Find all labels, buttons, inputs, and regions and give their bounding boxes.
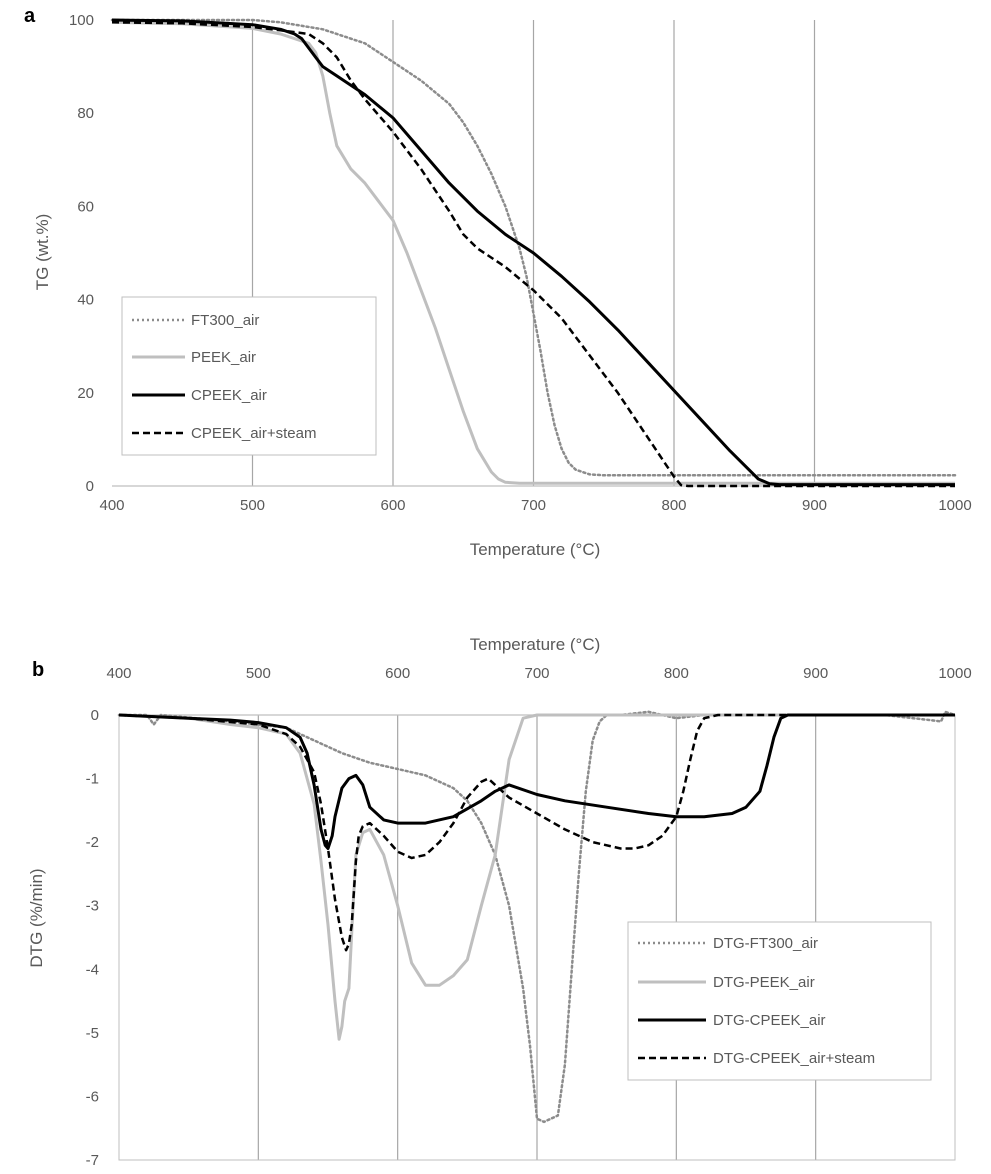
dtg-y-tick-label: -1 bbox=[86, 771, 99, 788]
tg-legend-label-cpeek: CPEEK_air bbox=[191, 387, 267, 404]
dtg-legend: DTG-FT300_air DTG-PEEK_air DTG-CPEEK_air… bbox=[627, 921, 932, 1081]
dtg-y-tick-labels: 0 -1 -2 -3 -4 -5 -6 -7 bbox=[86, 707, 99, 1169]
dtg-x-tick-labels: 400 500 600 700 800 900 1000 bbox=[106, 665, 971, 682]
tg-legend-box bbox=[121, 296, 377, 456]
dtg-x-axis-title: Temperature (°C) bbox=[470, 635, 601, 654]
tg-legend: FT300_air PEEK_air CPEEK_air CPEEK_air+s… bbox=[121, 296, 377, 456]
tg-legend-label-ft300: FT300_air bbox=[191, 312, 259, 329]
dtg-x-tick-label: 800 bbox=[664, 665, 689, 682]
dtg-y-tick-label: -2 bbox=[86, 834, 99, 851]
dtg-legend-label-peek: DTG-PEEK_air bbox=[713, 974, 815, 991]
dtg-legend-label-ft300: DTG-FT300_air bbox=[713, 935, 818, 952]
dtg-panel: b 0 -1 -2 -3 -4 -5 -6 -7 400 500 600 700 800 900 1000… bbox=[27, 635, 972, 1169]
tg-legend-label-peek: PEEK_air bbox=[191, 349, 256, 366]
tg-x-tick-label: 600 bbox=[380, 497, 405, 514]
tg-y-tick-label: 20 bbox=[77, 385, 94, 402]
dtg-series-line-dtg-cpeek-air bbox=[118, 713, 955, 850]
dtg-x-tick-label: 400 bbox=[106, 665, 131, 682]
tg-x-tick-label: 400 bbox=[99, 497, 124, 514]
tg-series-line-ft300-air bbox=[110, 18, 957, 477]
dtg-y-tick-label: 0 bbox=[91, 707, 99, 724]
tg-legend-label-cpeek-steam: CPEEK_air+steam bbox=[191, 425, 316, 442]
panel-label-b: b bbox=[32, 659, 44, 681]
panel-label-a: a bbox=[24, 5, 36, 27]
dtg-y-tick-label: -6 bbox=[86, 1088, 99, 1105]
tg-y-axis-title: TG (wt.%) bbox=[33, 214, 52, 291]
dtg-x-tick-label: 1000 bbox=[938, 665, 971, 682]
dtg-x-tick-label: 600 bbox=[385, 665, 410, 682]
dtg-x-tick-label: 500 bbox=[246, 665, 271, 682]
tg-y-tick-label: 0 bbox=[86, 478, 94, 495]
tg-series-line-cpeek-air-steam bbox=[111, 21, 955, 488]
dtg-legend-box bbox=[627, 921, 932, 1081]
dtg-series-line-dtg-peek-air bbox=[118, 713, 955, 1041]
tg-panel: a 0 20 40 60 80 100 400 500 600 700 800 900 1000 Te… bbox=[24, 5, 972, 559]
dtg-x-tick-label: 700 bbox=[524, 665, 549, 682]
tg-series-line-cpeek-air bbox=[111, 18, 955, 487]
tg-y-tick-label: 60 bbox=[77, 198, 94, 215]
dtg-series-lines bbox=[117, 710, 957, 1124]
tg-x-tick-label: 800 bbox=[661, 497, 686, 514]
tg-series-line-peek-air bbox=[111, 20, 955, 485]
dtg-legend-label-cpeek: DTG-CPEEK_air bbox=[713, 1012, 826, 1029]
tg-y-tick-labels: 0 20 40 60 80 100 bbox=[69, 12, 94, 495]
dtg-y-tick-label: -7 bbox=[86, 1152, 99, 1169]
dtg-y-axis-title: DTG (%/min) bbox=[27, 868, 46, 967]
tg-y-tick-label: 80 bbox=[77, 105, 94, 122]
dtg-y-tick-label: -3 bbox=[86, 898, 99, 915]
tg-y-tick-label: 40 bbox=[77, 292, 94, 309]
dtg-series-line-dtg-cpeek-air-steam bbox=[118, 713, 955, 952]
dtg-legend-label-cpeek-steam: DTG-CPEEK_air+steam bbox=[713, 1050, 875, 1067]
tg-x-tick-label: 1000 bbox=[938, 497, 971, 514]
tg-x-tick-labels: 400 500 600 700 800 900 1000 bbox=[99, 497, 971, 514]
tg-x-tick-label: 500 bbox=[240, 497, 265, 514]
tg-x-tick-label: 900 bbox=[802, 497, 827, 514]
tg-x-tick-label: 700 bbox=[521, 497, 546, 514]
tg-x-axis-title: Temperature (°C) bbox=[470, 540, 601, 559]
tg-y-tick-label: 100 bbox=[69, 12, 94, 29]
tg-series-lines bbox=[110, 18, 957, 488]
dtg-y-tick-label: -5 bbox=[86, 1025, 99, 1042]
dtg-y-tick-label: -4 bbox=[86, 961, 99, 978]
dtg-x-tick-label: 900 bbox=[803, 665, 828, 682]
